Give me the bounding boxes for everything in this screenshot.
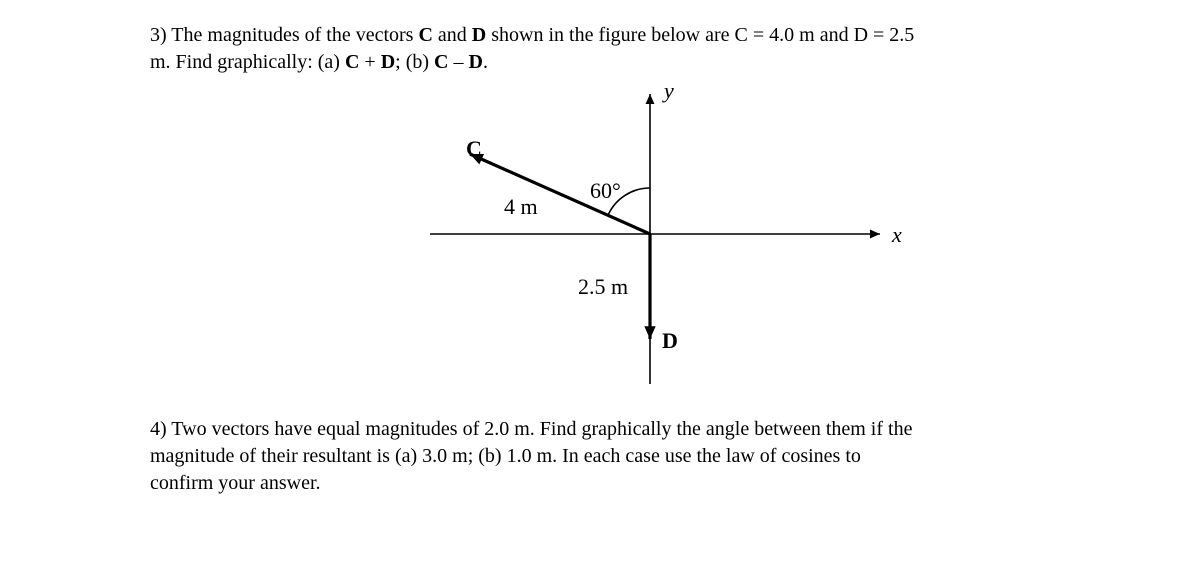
q3-expr-b1: C	[434, 51, 448, 73]
vector-d-label: D	[662, 328, 678, 354]
q3-period: .	[483, 51, 488, 73]
q4-line3: confirm your answer.	[150, 472, 321, 494]
q3-part3: shown in the figure below are C = 4.0 m …	[486, 24, 914, 46]
figure-svg	[380, 84, 900, 404]
q3-plus: +	[359, 51, 380, 73]
x-axis-label: x	[892, 222, 902, 248]
y-axis-label: y	[664, 78, 674, 104]
q3-semi: ; (b)	[395, 51, 434, 73]
vector-c-label: C	[466, 136, 482, 162]
angle-label: 60°	[590, 178, 621, 204]
q3-minus: –	[448, 51, 468, 73]
q3-part2: and	[433, 24, 472, 46]
q3-part1: 3) The magnitudes of the vectors	[150, 24, 418, 46]
q3-vec-c: C	[418, 24, 432, 46]
q4-line2: magnitude of their resultant is (a) 3.0 …	[150, 445, 861, 467]
page: 3) The magnitudes of the vectors C and D…	[0, 0, 1200, 565]
q3-expr-a1: C	[345, 51, 359, 73]
figure-wrap: y x C D 60° 4 m 2.5 m	[150, 84, 1130, 404]
c-length-label: 4 m	[504, 194, 538, 220]
d-length-label: 2.5 m	[578, 274, 628, 300]
q3-expr-b2: D	[468, 51, 482, 73]
q3-vec-d: D	[472, 24, 486, 46]
vector-figure: y x C D 60° 4 m 2.5 m	[380, 84, 900, 404]
q4-line1: 4) Two vectors have equal magnitudes of …	[150, 418, 912, 440]
q3-line2a: m. Find graphically: (a)	[150, 51, 345, 73]
q3-expr-a2: D	[381, 51, 395, 73]
question-4-text: 4) Two vectors have equal magnitudes of …	[150, 416, 1130, 497]
question-3-text: 3) The magnitudes of the vectors C and D…	[150, 22, 1130, 76]
